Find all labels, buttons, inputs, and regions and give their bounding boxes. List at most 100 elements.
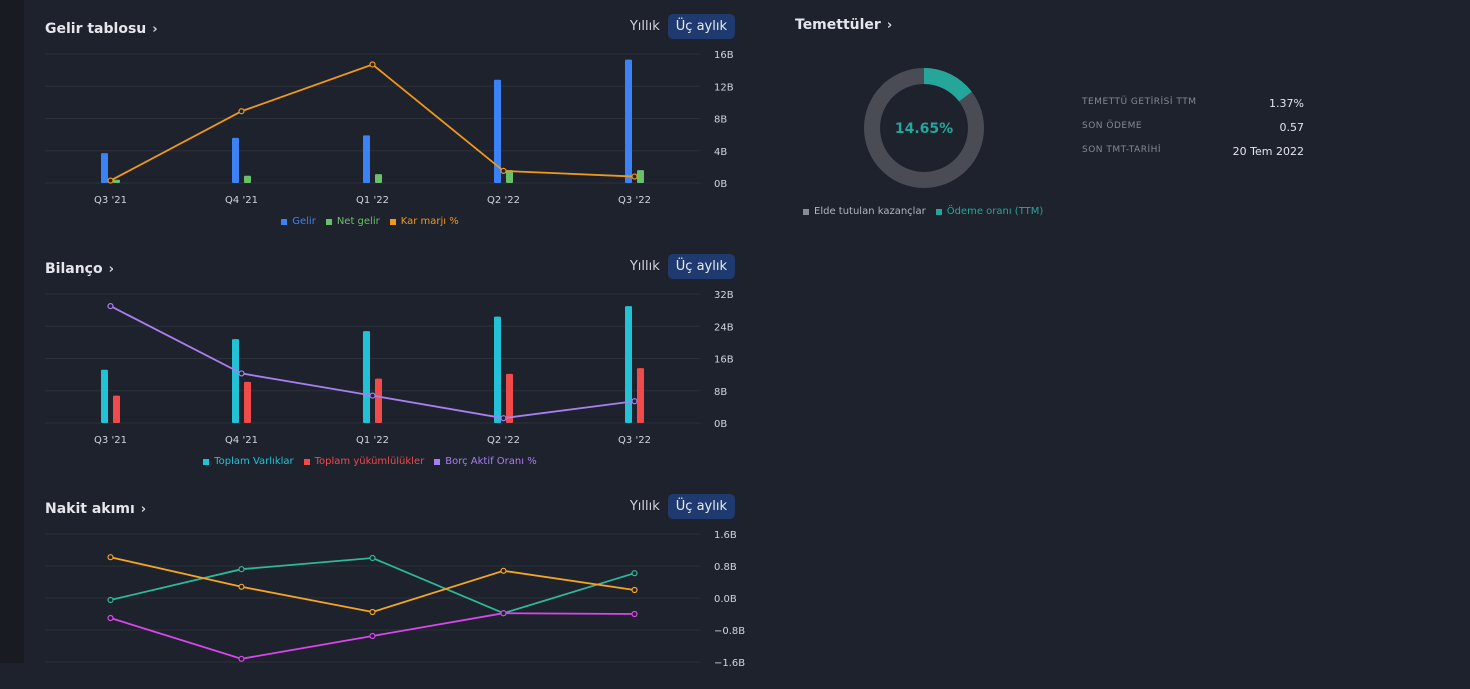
income-period-toggle: Yıllık Üç aylık <box>622 14 735 39</box>
bar-gelir <box>101 153 108 183</box>
point-s2 <box>500 567 507 574</box>
point-s3 <box>369 632 376 640</box>
balance-annual-button[interactable]: Yıllık <box>629 259 660 274</box>
y-tick-label: 0.0B <box>714 594 737 605</box>
cashflow-chart: 1.6B 0.8B 0.0B −0.8B −1.6B <box>45 530 745 669</box>
income-annual-button[interactable]: Yıllık <box>629 19 660 34</box>
bar-toplam-varl-klar <box>101 369 108 423</box>
point-bor-aktif-oran <box>107 302 114 310</box>
bar-toplam-varl-klar <box>363 331 370 423</box>
y-tick-label: 12B <box>714 82 734 93</box>
y-tick-label: −0.8B <box>714 626 745 637</box>
legend-swatch-revenue <box>281 218 288 225</box>
line-s2 <box>110 556 635 613</box>
last-payment-value: 0.57 <box>1279 121 1305 134</box>
point-s1 <box>631 570 638 577</box>
point-kar-marj <box>107 177 114 184</box>
balance-quarterly-button[interactable]: Üç aylık <box>667 254 735 279</box>
x-tick-label: Q3 '21 <box>94 195 127 206</box>
y-tick-label: 0B <box>714 179 727 190</box>
bar-net-gelir <box>637 170 644 183</box>
legend-item-revenue: Gelir <box>281 216 316 227</box>
legend-swatch-profit-margin <box>389 218 396 225</box>
ex-date-value: 20 Tem 2022 <box>1232 145 1304 158</box>
chevron-right-icon: › <box>108 261 114 277</box>
x-tick-label: Q2 '22 <box>487 195 520 206</box>
y-tick-label: 0B <box>714 419 727 430</box>
legend-swatch-debt-ratio <box>434 458 441 465</box>
point-s1 <box>369 554 376 562</box>
point-bor-aktif-oran <box>238 370 245 377</box>
point-s2 <box>107 554 114 561</box>
legend-label-payout: Ödeme oranı (TTM) <box>946 206 1044 217</box>
legend-swatch-net-income <box>325 218 332 225</box>
income-quarterly-button[interactable]: Üç aylık <box>667 14 735 39</box>
x-tick-label: Q3 '22 <box>618 435 651 446</box>
point-s1 <box>107 596 114 604</box>
income-legend: Gelir Net gelir Kar marjı % <box>45 216 695 227</box>
cashflow-title-link[interactable]: Nakit akımı › <box>45 501 146 517</box>
bar-gelir <box>494 79 501 183</box>
left-sidebar-strip <box>0 0 24 663</box>
bar-gelir <box>363 135 370 183</box>
chevron-right-icon: › <box>152 21 158 37</box>
legend-item-debt-ratio: Borç Aktif Oranı % <box>434 456 537 467</box>
legend-label-revenue: Gelir <box>292 216 316 227</box>
x-tick-label: Q2 '22 <box>487 435 520 446</box>
last-payment-label: SON ÖDEME <box>1082 121 1143 131</box>
y-tick-label: 32B <box>714 290 734 301</box>
y-tick-label: −1.6B <box>714 658 745 669</box>
bar-gelir <box>232 137 239 183</box>
cashflow-title: Nakit akımı <box>45 501 135 517</box>
legend-swatch-retained <box>803 208 809 215</box>
legend-item-retained: Elde tutulan kazançlar <box>803 206 926 217</box>
point-s1 <box>238 566 245 573</box>
legend-item-total-assets: Toplam Varlıklar <box>203 456 294 467</box>
x-tick-label: Q4 '21 <box>225 195 258 206</box>
cashflow-period-toggle: Yıllık Üç aylık <box>622 494 735 519</box>
donut-payout-arc <box>864 68 984 188</box>
dividend-yield-label: TEMETTÜ GETİRİSİ TTM <box>1082 97 1197 107</box>
dividend-row-yield: TEMETTÜ GETİRİSİ TTM 1.37% <box>1082 97 1304 110</box>
y-tick-label: 1.6B <box>714 530 737 541</box>
legend-label-profit-margin: Kar marjı % <box>400 216 459 227</box>
y-tick-label: 16B <box>714 50 734 61</box>
income-title-link[interactable]: Gelir tablosu › <box>45 21 158 37</box>
point-s3 <box>500 610 507 617</box>
x-tick-label: Q3 '22 <box>618 195 651 206</box>
legend-swatch-payout <box>935 208 942 215</box>
balance-legend: Toplam Varlıklar Toplam yükümlülükler Bo… <box>45 456 695 467</box>
y-tick-label: 4B <box>714 147 727 158</box>
point-bor-aktif-oran <box>500 415 507 422</box>
income-chart: 16B 12B 8B 4B 0B Q3 '21 Q4 '21 Q1 '22 Q2 '22 Q3 '… <box>45 50 734 206</box>
bar-net-gelir <box>375 174 382 183</box>
point-kar-marj <box>369 61 376 68</box>
legend-item-net-income: Net gelir <box>325 216 380 227</box>
point-s3 <box>238 655 245 662</box>
bar-net-gelir <box>506 170 513 183</box>
cashflow-quarterly-button[interactable]: Üç aylık <box>667 494 735 519</box>
dividends-title-link[interactable]: Temettüler › <box>795 17 892 33</box>
legend-label-total-liabilities: Toplam yükümlülükler <box>314 456 425 467</box>
legend-label-total-assets: Toplam Varlıklar <box>214 456 294 467</box>
bar-toplam-varl-klar <box>494 316 501 423</box>
bar-net-gelir <box>113 179 120 183</box>
dividends-legend: Elde tutulan kazançlar Ödeme oranı (TTM) <box>803 206 1043 217</box>
dividend-row-ex-date: SON TMT-TARİHİ 20 Tem 2022 <box>1082 145 1304 158</box>
point-kar-marj <box>631 173 638 180</box>
point-s3 <box>631 610 638 618</box>
balance-chart: 32B 24B 16B 8B 0B Q3 '21 Q4 '21 Q1 '22 Q2 '22 Q3 … <box>45 290 734 446</box>
bar-toplam-y-k-ml-l-kler <box>113 395 120 423</box>
balance-title: Bilanço <box>45 261 103 277</box>
cashflow-annual-button[interactable]: Yıllık <box>629 499 660 514</box>
legend-item-total-liabilities: Toplam yükümlülükler <box>303 456 425 467</box>
point-s2 <box>369 608 376 616</box>
x-tick-label: Q4 '21 <box>225 435 258 446</box>
point-kar-marj <box>500 167 507 175</box>
legend-label-net-income: Net gelir <box>336 216 380 227</box>
balance-title-link[interactable]: Bilanço › <box>45 261 114 277</box>
dividend-row-last-payment: SON ÖDEME 0.57 <box>1082 121 1304 134</box>
point-s3 <box>107 614 114 622</box>
ex-date-label: SON TMT-TARİHİ <box>1082 145 1162 155</box>
x-tick-label: Q1 '22 <box>356 195 389 206</box>
